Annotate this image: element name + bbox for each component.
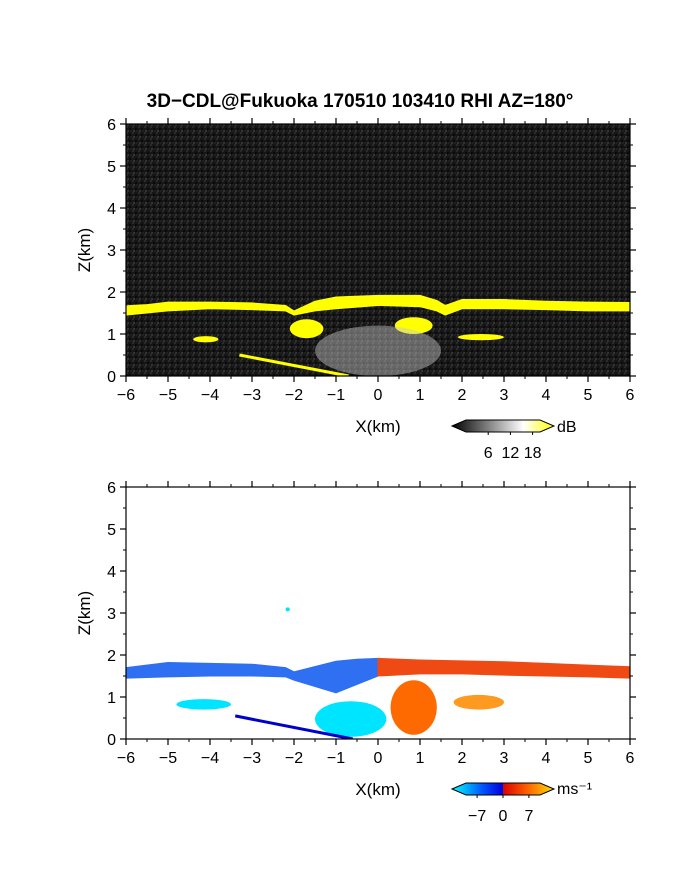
snr-x-tick-label: −2	[285, 387, 303, 404]
velocity-y-tick-label: 0	[107, 732, 116, 749]
snr-colorbar-tick-label: 18	[524, 445, 542, 462]
figure-title: 3D−CDL@Fukuoka 170510 103410 RHI AZ=180°	[147, 91, 574, 112]
snr-colorbar-ramp	[450, 419, 556, 433]
velocity-plot-background	[126, 487, 630, 739]
velocity-x-tick-label: −4	[201, 750, 219, 767]
velocity-y-axis-label: Z(km)	[75, 591, 94, 635]
velocity-echo-patch	[453, 694, 504, 710]
velocity-echo-patch	[315, 701, 387, 737]
velocity-x-tick-label: 5	[584, 750, 593, 767]
velocity-cloud-base-layer	[377, 657, 630, 679]
snr-x-tick-label: 0	[374, 387, 383, 404]
velocity-echo-marks	[126, 607, 630, 739]
velocity-x-axis-label: X(km)	[355, 780, 400, 799]
velocity-y-tick-label: 1	[107, 690, 116, 707]
velocity-colorbar: ms⁻¹ −7 0 7	[450, 781, 592, 825]
snr-x-tick-label: 1	[416, 387, 425, 404]
velocity-x-tick-label: −2	[285, 750, 303, 767]
snr-y-tick-label: 3	[107, 243, 116, 260]
velocity-x-tick-label: −1	[327, 750, 345, 767]
velocity-colorbar-tick-label: −7	[468, 808, 486, 825]
velocity-colorbar-ramp	[450, 782, 556, 796]
velocity-x-tick-label: 3	[500, 750, 509, 767]
snr-plot-background	[126, 124, 630, 376]
snr-colorbar-ticks: 6 12 18	[484, 432, 542, 462]
velocity-isolated-pixel	[285, 607, 290, 612]
velocity-x-tick-label: −3	[243, 750, 261, 767]
snr-x-tick-label: 2	[458, 387, 467, 404]
velocity-colorbar-tick-label: 7	[524, 808, 533, 825]
snr-echo-patch	[457, 334, 504, 341]
velocity-y-tick-label: 5	[107, 522, 116, 539]
snr-colorbar-tick-label: 6	[484, 445, 493, 462]
velocity-x-tick-label: −6	[117, 750, 135, 767]
velocity-y-tick-label: 3	[107, 606, 116, 623]
snr-x-tick-label: 5	[584, 387, 593, 404]
velocity-x-tick-label: 4	[542, 750, 551, 767]
snr-x-tick-label: −1	[327, 387, 345, 404]
snr-ground-echo	[239, 353, 349, 376]
snr-echo-patch	[394, 317, 433, 334]
snr-y-tick-label: 2	[107, 285, 116, 302]
velocity-x-tick-label: 2	[458, 750, 467, 767]
velocity-ground-echo	[234, 714, 354, 739]
snr-colorbar-unit: dB	[557, 419, 577, 436]
velocity-colorbar-ticks: −7 0 7	[468, 795, 533, 825]
snr-x-tick-label: −3	[243, 387, 261, 404]
snr-x-tick-label: 4	[542, 387, 551, 404]
velocity-axes: −6 −5 −4 −3 −2 −1 0 1 2 3 4 5 6 0 1 2 3 4 5 6	[107, 480, 636, 767]
snr-x-tick-label: −4	[201, 387, 219, 404]
snr-y-tick-label: 0	[107, 369, 116, 386]
velocity-x-tick-label: −5	[159, 750, 177, 767]
snr-echo-patch	[289, 319, 324, 339]
snr-echo-patch	[193, 336, 219, 343]
snr-y-tick-label: 5	[107, 159, 116, 176]
snr-y-tick-label: 1	[107, 327, 116, 344]
velocity-y-tick-label: 2	[107, 648, 116, 665]
velocity-colorbar-unit: ms⁻¹	[557, 781, 592, 798]
snr-x-tick-label: −6	[117, 387, 135, 404]
snr-x-tick-label: 3	[500, 387, 509, 404]
velocity-colorbar-tick-label: 0	[499, 808, 508, 825]
velocity-echo-patch	[390, 680, 437, 735]
snr-y-tick-label: 6	[107, 117, 116, 134]
velocity-y-tick-label: 4	[107, 564, 116, 581]
snr-y-axis-label: Z(km)	[75, 228, 94, 272]
snr-cloud-base-layer	[126, 294, 630, 316]
velocity-x-tick-label: 1	[416, 750, 425, 767]
velocity-x-tick-label: 6	[626, 750, 635, 767]
snr-x-tick-label: 6	[626, 387, 635, 404]
velocity-x-tick-label: 0	[374, 750, 383, 767]
snr-y-tick-label: 4	[107, 201, 116, 218]
velocity-echo-patch	[176, 699, 231, 710]
snr-x-axis-label: X(km)	[355, 417, 400, 436]
velocity-y-tick-label: 6	[107, 480, 116, 497]
snr-weak-echo-column	[315, 325, 441, 376]
doppler-velocity-panel: −6 −5 −4 −3 −2 −1 0 1 2 3 4 5 6 0 1 2 3 4 5 6 X(km) Z(km) m…	[75, 480, 636, 825]
snr-colorbar-tick-label: 12	[502, 445, 520, 462]
snr-axes: −6 −5 −4 −3 −2 −1 0 1 2 3 4 5 6 0 1 2 3 4 5 6	[107, 117, 636, 404]
snr-echo-marks	[126, 294, 630, 376]
snr-x-tick-label: −5	[159, 387, 177, 404]
snr-colorbar: dB 6 12 18	[450, 419, 577, 462]
